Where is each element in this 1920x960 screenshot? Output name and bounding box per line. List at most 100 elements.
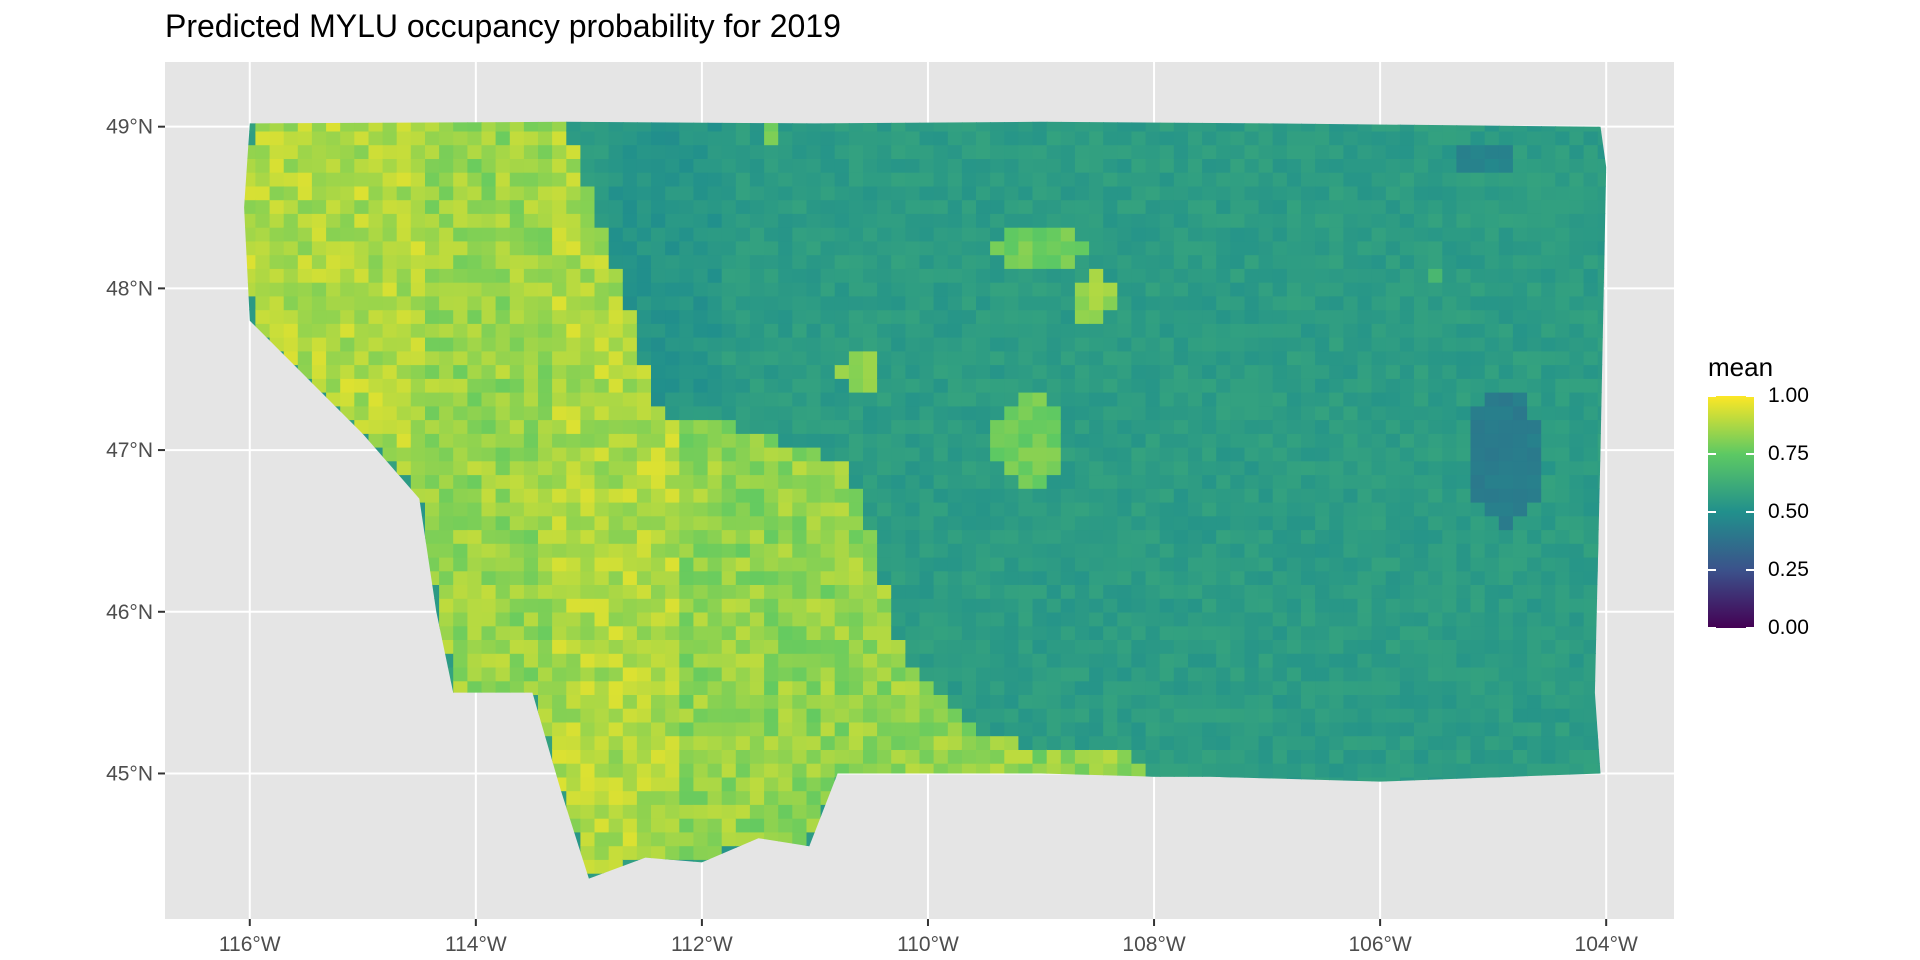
raster-cell bbox=[495, 529, 511, 544]
raster-cell bbox=[1018, 391, 1034, 407]
raster-cell bbox=[778, 735, 794, 750]
raster-cell bbox=[778, 488, 794, 503]
raster-cell bbox=[735, 268, 751, 283]
raster-cell bbox=[538, 543, 553, 558]
raster-cell bbox=[1258, 268, 1274, 283]
raster-cell bbox=[1230, 350, 1246, 366]
raster-cell bbox=[1032, 405, 1048, 421]
raster-cell bbox=[1060, 488, 1076, 503]
raster-cell bbox=[1131, 309, 1147, 324]
raster-cell bbox=[622, 817, 638, 833]
raster-cell bbox=[1230, 433, 1246, 448]
raster-cell bbox=[382, 268, 398, 283]
raster-cell bbox=[990, 584, 1005, 599]
raster-cell bbox=[552, 543, 567, 558]
raster-cell bbox=[340, 130, 356, 146]
raster-cell bbox=[1202, 240, 1217, 256]
raster-cell bbox=[368, 433, 384, 448]
raster-cell bbox=[1004, 295, 1020, 311]
raster-cell bbox=[509, 185, 525, 201]
raster-cell bbox=[1202, 666, 1217, 682]
raster-cell bbox=[1060, 666, 1076, 682]
raster-cell bbox=[481, 474, 497, 489]
raster-cell bbox=[905, 130, 921, 146]
raster-cell bbox=[778, 639, 794, 654]
raster-cell bbox=[749, 364, 765, 379]
raster-cell bbox=[410, 226, 426, 242]
raster-cell bbox=[1018, 570, 1034, 585]
raster-cell bbox=[820, 172, 836, 187]
raster-cell bbox=[693, 776, 709, 792]
raster-cell bbox=[735, 763, 751, 778]
raster-cell bbox=[778, 446, 794, 462]
raster-cell bbox=[1371, 405, 1387, 421]
raster-cell bbox=[778, 804, 794, 819]
raster-cell bbox=[933, 570, 949, 585]
raster-cell bbox=[580, 309, 596, 324]
raster-cell bbox=[1301, 240, 1316, 256]
raster-cell bbox=[1230, 295, 1246, 311]
raster-cell bbox=[863, 625, 878, 640]
raster-cell bbox=[1230, 419, 1246, 434]
raster-cell bbox=[1301, 309, 1316, 324]
raster-cell bbox=[1258, 185, 1274, 201]
raster-cell bbox=[919, 281, 935, 297]
raster-cell bbox=[608, 391, 624, 407]
raster-cell bbox=[1032, 323, 1048, 338]
raster-cell bbox=[905, 323, 921, 338]
raster-cell bbox=[538, 556, 553, 572]
raster-cell bbox=[1428, 295, 1444, 311]
raster-cell bbox=[425, 268, 440, 283]
raster-cell bbox=[947, 350, 963, 366]
raster-cell bbox=[1456, 763, 1472, 778]
raster-cell bbox=[834, 391, 850, 407]
raster-cell bbox=[594, 708, 610, 723]
raster-cell bbox=[1371, 529, 1387, 544]
raster-cell bbox=[1173, 488, 1189, 503]
raster-cell bbox=[311, 144, 327, 159]
raster-cell bbox=[820, 666, 836, 682]
raster-cell bbox=[1442, 185, 1458, 201]
raster-cell bbox=[1286, 309, 1302, 324]
raster-cell bbox=[891, 639, 907, 654]
raster-cell bbox=[1173, 433, 1189, 448]
raster-cell bbox=[396, 350, 412, 366]
raster-cell bbox=[990, 130, 1005, 146]
raster-cell bbox=[1329, 708, 1345, 723]
raster-cell bbox=[693, 460, 709, 476]
raster-cell bbox=[990, 611, 1005, 627]
raster-cell bbox=[566, 364, 582, 379]
raster-cell bbox=[1089, 213, 1104, 228]
raster-cell bbox=[552, 281, 567, 297]
raster-cell bbox=[1159, 556, 1175, 572]
raster-cell bbox=[244, 240, 257, 256]
raster-cell bbox=[1315, 172, 1330, 187]
raster-cell bbox=[523, 515, 539, 531]
raster-cell bbox=[1428, 172, 1444, 187]
raster-cell bbox=[933, 543, 949, 558]
raster-cell bbox=[552, 666, 567, 682]
raster-cell bbox=[1230, 336, 1246, 352]
raster-cell bbox=[1258, 199, 1274, 214]
raster-cell bbox=[806, 584, 822, 599]
raster-cell bbox=[509, 336, 525, 352]
raster-cell bbox=[636, 405, 652, 421]
raster-cell bbox=[1089, 336, 1104, 352]
raster-cell bbox=[1315, 185, 1330, 201]
raster-cell bbox=[1286, 488, 1302, 503]
raster-cell bbox=[1428, 515, 1444, 531]
raster-cell bbox=[552, 226, 567, 242]
raster-cell bbox=[509, 625, 525, 640]
raster-cell bbox=[947, 474, 963, 489]
raster-cell bbox=[990, 364, 1005, 379]
raster-cell bbox=[1357, 474, 1373, 489]
raster-cell bbox=[1004, 460, 1020, 476]
raster-cell bbox=[495, 240, 511, 256]
raster-cell bbox=[1202, 639, 1217, 654]
raster-cell bbox=[1230, 543, 1246, 558]
raster-cell bbox=[1117, 488, 1133, 503]
raster-cell bbox=[467, 419, 483, 434]
raster-cell bbox=[1117, 556, 1133, 572]
raster-cell bbox=[1315, 529, 1330, 544]
raster-cell bbox=[481, 625, 497, 640]
